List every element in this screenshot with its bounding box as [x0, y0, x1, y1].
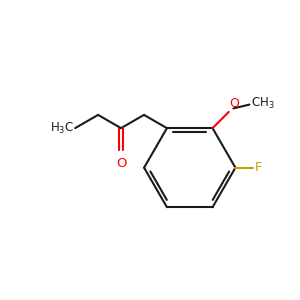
Text: O: O [116, 157, 126, 170]
Text: CH$_3$: CH$_3$ [251, 96, 274, 111]
Text: O: O [230, 98, 239, 110]
Text: H$_3$C: H$_3$C [50, 121, 74, 136]
Text: F: F [254, 161, 262, 174]
